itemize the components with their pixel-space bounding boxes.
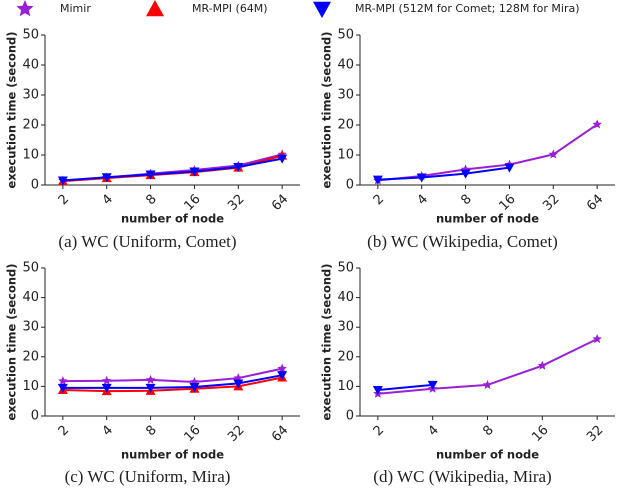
point	[145, 383, 156, 393]
series-line	[62, 374, 283, 389]
point	[101, 173, 112, 183]
point	[57, 176, 68, 186]
legend-marker	[16, 0, 34, 17]
x-tick-label: 64	[269, 423, 291, 445]
y-tick-label: 30	[22, 320, 39, 335]
legend-label: MR-MPI (512M for Comet; 128M for Mira)	[355, 2, 580, 15]
legend-label: Mimir	[60, 2, 91, 15]
point	[460, 169, 471, 179]
point	[416, 173, 427, 183]
point	[145, 374, 156, 384]
x-tick-label: 8	[480, 423, 496, 439]
y-tick-label: 50	[337, 28, 354, 43]
caption: (b) WC (Wikipedia, Comet)	[367, 232, 558, 251]
y-tick-label: 40	[22, 290, 39, 305]
x-tick-label: 8	[458, 192, 474, 208]
x-tick-label: 8	[143, 192, 159, 208]
y-tick-label: 0	[31, 409, 39, 424]
point	[537, 360, 548, 370]
series-line	[377, 383, 433, 391]
point	[277, 371, 288, 381]
y-tick-label: 50	[337, 261, 354, 276]
point	[277, 363, 287, 373]
x-tick-label: 32	[540, 192, 562, 214]
y-tick-label: 10	[22, 148, 39, 163]
series-line	[377, 123, 598, 182]
point	[504, 163, 515, 173]
y-tick-label: 50	[22, 28, 39, 43]
x-tick-label: 16	[529, 423, 551, 445]
point	[548, 149, 558, 159]
point	[145, 170, 156, 180]
x-tick-label: 8	[143, 423, 159, 439]
y-tick-label: 50	[22, 261, 39, 276]
point	[233, 163, 244, 172]
point	[482, 379, 493, 389]
series-line	[62, 153, 283, 182]
legend-marker	[146, 0, 164, 17]
y-axis-label: execution time (second)	[5, 263, 19, 420]
caption: (c) WC (Uniform, Mira)	[65, 467, 231, 486]
y-axis-label: execution time (second)	[320, 31, 334, 188]
point	[58, 376, 68, 386]
x-axis-label: number of node	[436, 448, 539, 462]
y-tick-label: 40	[337, 58, 354, 73]
x-axis-label: number of node	[436, 212, 539, 226]
series-line	[62, 376, 283, 393]
x-tick-label: 64	[269, 192, 291, 214]
x-tick-label: 16	[181, 423, 203, 445]
legend-marker	[313, 1, 331, 19]
y-tick-label: 30	[337, 88, 354, 103]
caption: (a) WC (Uniform, Comet)	[58, 232, 236, 251]
x-tick-label: 4	[100, 423, 116, 439]
x-tick-label: 2	[56, 192, 72, 208]
series-line	[62, 157, 283, 182]
point	[277, 154, 288, 164]
x-tick-label: 2	[56, 423, 72, 439]
caption: (d) WC (Wikipedia, Mira)	[373, 467, 551, 486]
y-tick-label: 0	[346, 409, 354, 424]
series-line	[62, 367, 283, 384]
point	[57, 383, 68, 393]
y-tick-label: 40	[22, 58, 39, 73]
point	[372, 385, 383, 395]
point	[372, 175, 383, 185]
y-tick-label: 20	[22, 349, 39, 364]
x-tick-label: 32	[584, 423, 606, 445]
point	[592, 334, 602, 344]
y-axis-label: execution time (second)	[320, 263, 334, 420]
point	[592, 119, 602, 129]
y-tick-label: 10	[337, 379, 354, 394]
series-line	[377, 166, 510, 181]
x-axis-label: number of node	[121, 212, 224, 226]
x-tick-label: 4	[100, 192, 116, 208]
point	[101, 383, 112, 393]
x-tick-label: 32	[225, 423, 247, 445]
x-tick-label: 2	[371, 423, 387, 439]
point	[102, 375, 112, 385]
point	[233, 379, 244, 389]
legend-label: MR-MPI (64M)	[192, 2, 268, 15]
y-tick-label: 20	[337, 118, 354, 133]
y-axis-label: execution time (second)	[5, 31, 19, 188]
y-tick-label: 10	[337, 148, 354, 163]
y-tick-label: 10	[22, 379, 39, 394]
y-tick-label: 30	[22, 88, 39, 103]
point	[189, 382, 200, 392]
y-tick-label: 40	[337, 290, 354, 305]
x-tick-label: 4	[415, 192, 431, 208]
x-tick-label: 32	[225, 192, 247, 214]
point	[427, 380, 438, 390]
y-tick-label: 0	[346, 178, 354, 193]
x-tick-label: 2	[371, 192, 387, 208]
y-tick-label: 20	[337, 349, 354, 364]
x-axis-label: number of node	[121, 448, 224, 462]
point	[189, 167, 200, 177]
x-tick-label: 64	[584, 192, 606, 214]
x-tick-label: 4	[426, 423, 442, 439]
y-tick-label: 30	[337, 320, 354, 335]
y-tick-label: 20	[22, 118, 39, 133]
y-tick-label: 0	[31, 178, 39, 193]
